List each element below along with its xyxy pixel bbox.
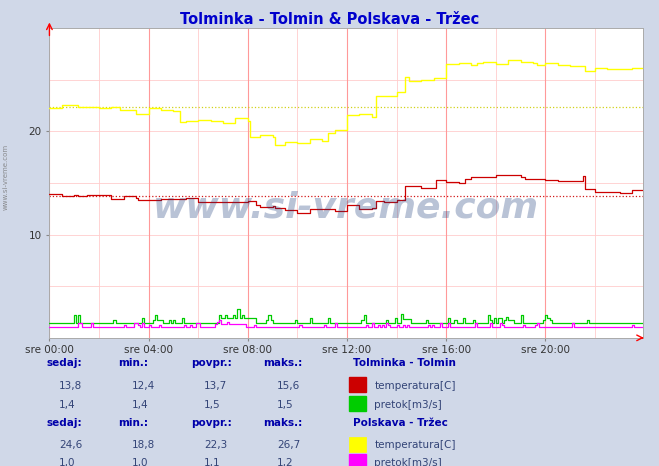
Text: www.si-vreme.com: www.si-vreme.com xyxy=(153,191,539,225)
Text: 1,5: 1,5 xyxy=(277,400,293,410)
Text: 1,2: 1,2 xyxy=(277,458,293,466)
Text: 1,4: 1,4 xyxy=(132,400,148,410)
Text: Polskava - Tržec: Polskava - Tržec xyxy=(353,418,447,428)
Text: 1,0: 1,0 xyxy=(132,458,148,466)
Text: min.:: min.: xyxy=(119,418,149,428)
Text: Tolminka - Tolmin & Polskava - Tržec: Tolminka - Tolmin & Polskava - Tržec xyxy=(180,12,479,27)
Text: povpr.:: povpr.: xyxy=(191,418,232,428)
Text: 26,7: 26,7 xyxy=(277,440,300,450)
Text: pretok[m3/s]: pretok[m3/s] xyxy=(374,458,442,466)
Text: povpr.:: povpr.: xyxy=(191,358,232,368)
Text: www.si-vreme.com: www.si-vreme.com xyxy=(2,144,9,210)
Text: 13,8: 13,8 xyxy=(59,381,82,391)
Text: 1,4: 1,4 xyxy=(59,400,76,410)
Text: 13,7: 13,7 xyxy=(204,381,227,391)
Text: 18,8: 18,8 xyxy=(132,440,155,450)
Text: sedaj:: sedaj: xyxy=(46,418,82,428)
Text: 12,4: 12,4 xyxy=(132,381,155,391)
Text: 1,5: 1,5 xyxy=(204,400,221,410)
Text: Tolminka - Tolmin: Tolminka - Tolmin xyxy=(353,358,455,368)
Text: pretok[m3/s]: pretok[m3/s] xyxy=(374,400,442,410)
Text: 24,6: 24,6 xyxy=(59,440,82,450)
Text: min.:: min.: xyxy=(119,358,149,368)
Text: maks.:: maks.: xyxy=(264,418,303,428)
Text: 1,0: 1,0 xyxy=(59,458,76,466)
Text: temperatura[C]: temperatura[C] xyxy=(374,381,456,391)
Text: sedaj:: sedaj: xyxy=(46,358,82,368)
Text: 1,1: 1,1 xyxy=(204,458,221,466)
Text: temperatura[C]: temperatura[C] xyxy=(374,440,456,450)
Text: maks.:: maks.: xyxy=(264,358,303,368)
Text: 22,3: 22,3 xyxy=(204,440,227,450)
Text: 15,6: 15,6 xyxy=(277,381,300,391)
